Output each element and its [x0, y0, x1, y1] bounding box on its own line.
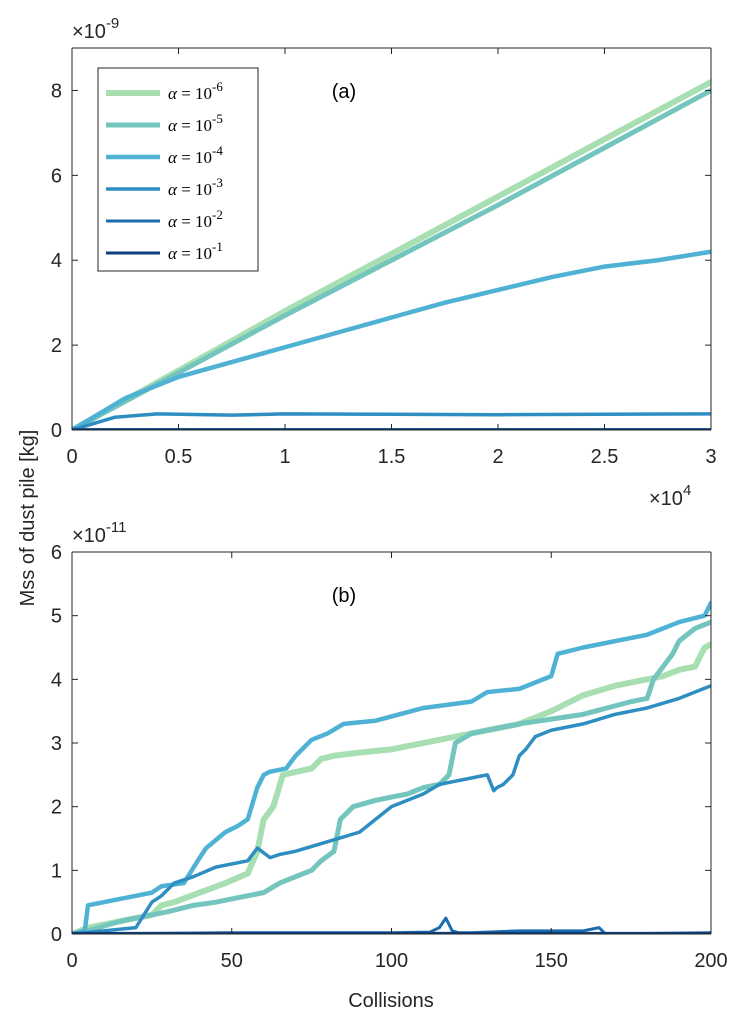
panel-a-x-tick-label: 0 — [66, 446, 77, 468]
x-axis-label: Collisions — [348, 990, 434, 1012]
panel-b-series-line-2 — [72, 619, 711, 934]
legend-text: = 10 — [177, 212, 212, 231]
legend-text: = 10 — [177, 116, 212, 135]
panel-a-y-tick-label: 2 — [51, 335, 62, 357]
legend-symbol: α — [168, 180, 178, 199]
legend-text: = 10 — [177, 84, 212, 103]
panel-a-x-multiplier: ×104 — [649, 482, 691, 510]
legend-exponent: -4 — [212, 143, 223, 158]
legend: α = 10-6α = 10-5α = 10-4α = 10-3α = 10-2… — [97, 67, 259, 272]
legend-symbol: α — [168, 244, 178, 263]
panel-b-x-tick-label: 150 — [535, 950, 568, 972]
panel-b-y-multiplier-exponent: -11 — [106, 519, 127, 536]
panel-a-x-multiplier-exponent: 4 — [683, 482, 691, 499]
panel-a-x-tick-label: 0.5 — [165, 446, 193, 468]
legend-entry-6: α = 10-1 — [168, 239, 223, 263]
panel-b-y-multiplier: ×10-11 — [72, 519, 127, 547]
panel-a-y-tick-label: 8 — [51, 80, 62, 102]
panel-b-y-tick-label: 5 — [51, 606, 62, 628]
legend-exponent: -1 — [212, 239, 223, 254]
panel-b-chart: 0 50 100 150 200 0 1 2 3 4 5 6 ×10-11 (b) — [51, 519, 728, 972]
panel-a-series-line-3 — [72, 249, 711, 430]
panel-a-y-multiplier-exponent: -9 — [106, 15, 119, 32]
panel-b-series-line-1 — [72, 641, 711, 934]
legend-symbol: α — [168, 84, 178, 103]
legend-entry-2: α = 10-5 — [168, 111, 223, 135]
panel-a-x-multiplier-base: ×10 — [649, 488, 683, 510]
panel-b-x-tick-label: 0 — [66, 950, 77, 972]
panel-a-x-tick-label: 2.5 — [591, 446, 619, 468]
panel-b-y-tick-label: 3 — [51, 733, 62, 755]
legend-exponent: -3 — [212, 175, 223, 190]
legend-text: = 10 — [177, 148, 212, 167]
panel-a-y-tick-label: 0 — [51, 420, 62, 442]
panel-a-x-tick-label: 1 — [279, 446, 290, 468]
panel-b-y-tick-label: 4 — [51, 669, 62, 691]
panel-b-series-line-3 — [72, 600, 711, 934]
panel-b-label: (b) — [332, 585, 356, 607]
y-axis-label: Mss of dust pile [kg] — [17, 430, 39, 607]
legend-entry-3: α = 10-4 — [168, 143, 223, 167]
panel-a-y-tick-label: 6 — [51, 165, 62, 187]
panel-a-y-multiplier: ×10-9 — [72, 15, 119, 43]
legend-box — [97, 67, 259, 272]
panel-b-y-tick-label: 0 — [51, 924, 62, 946]
panel-a-label: (a) — [332, 81, 356, 103]
legend-text: = 10 — [177, 180, 212, 199]
panel-b-y-tick-label: 6 — [51, 542, 62, 564]
panel-b-plot-area — [72, 552, 711, 934]
panel-b-y-tick-label: 2 — [51, 797, 62, 819]
panel-a-y-tick-label: 4 — [51, 250, 62, 272]
legend-symbol: α — [168, 116, 178, 135]
panel-a-x-tick-label: 1.5 — [378, 446, 406, 468]
panel-b-x-tick-label: 50 — [221, 950, 243, 972]
panel-a-series-line-4 — [72, 412, 711, 430]
legend-symbol: α — [168, 148, 178, 167]
legend-entry-1: α = 10-6 — [168, 79, 223, 103]
legend-exponent: -5 — [212, 111, 223, 126]
panel-a-x-tick-label: 3 — [705, 446, 716, 468]
legend-symbol: α — [168, 212, 178, 231]
panel-b-x-tick-label: 200 — [694, 950, 727, 972]
legend-exponent: -6 — [212, 79, 223, 94]
panel-b-series-line-4 — [72, 683, 711, 934]
legend-entry-4: α = 10-3 — [168, 175, 223, 199]
panel-b-y-tick-label: 1 — [51, 860, 62, 882]
panel-a-series-line-2 — [72, 87, 711, 430]
panel-b-y-multiplier-base: ×10 — [72, 525, 106, 547]
legend-text: = 10 — [177, 244, 212, 263]
legend-exponent: -2 — [212, 207, 223, 222]
panel-a-x-tick-label: 2 — [492, 446, 503, 468]
panel-a-y-multiplier-base: ×10 — [72, 21, 106, 43]
legend-entry-5: α = 10-2 — [168, 207, 223, 231]
panel-b-x-tick-label: 100 — [375, 950, 408, 972]
